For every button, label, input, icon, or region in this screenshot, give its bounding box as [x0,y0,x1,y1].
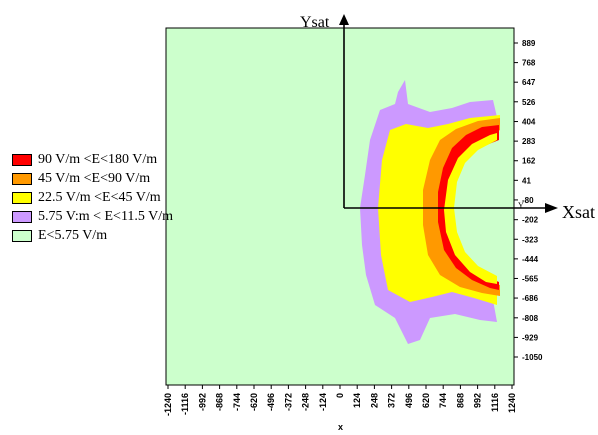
y-tick-label: -686 [522,294,539,303]
y-tick-label: 889 [522,39,536,48]
x-tick-label: 372 [387,393,397,408]
legend-item: 45 V/m <E<90 V/m [12,169,173,188]
x-tick-label: 124 [352,393,362,408]
legend-item: 5.75 V:m < E<11.5 V/m [12,207,173,226]
x-tick-label: 496 [404,393,414,408]
legend-item: 22.5 V/m <E<45 V/m [12,188,173,207]
x-tick-label: -992 [197,393,207,411]
legend-swatch [12,210,32,223]
x-tick-label: -248 [301,393,311,411]
y-tick-label: -323 [522,235,539,244]
x-tick-label: -124 [318,393,328,411]
ysat-arrow-head [339,14,349,25]
y-tick-label: -1050 [522,353,543,362]
legend-swatch [12,191,32,204]
y-tick-label: 526 [522,98,536,107]
y-ticks: 889 768 647 526 404 283 162 41 -80 -202 -323 -444 -5… [514,39,543,362]
legend-swatch [12,229,32,242]
x-tick-label: 1116 [490,393,500,412]
y-tick-label: 404 [522,118,536,127]
x-tick-label: 1240 [507,393,517,413]
x-tick-label: -868 [215,393,225,411]
legend-label: 45 V/m <E<90 V/m [38,170,151,186]
legend-label: E<5.75 V/m [38,227,108,243]
xsat-label: Xsat [562,202,595,222]
y-tick-label: -444 [522,255,539,264]
xsat-arrow-head [545,203,558,213]
x-tick-label: 868 [455,393,465,408]
x-axis-tag: Y [518,201,524,210]
ysat-label: Ysat [300,14,330,31]
x-ticks: -1240 -1116 -992 -868 -744 -620 -496 -372 -248 -1… [163,385,517,416]
legend-item: E<5.75 V/m [12,226,173,245]
sat-axes [339,14,558,213]
x-tick-label: 620 [421,393,431,408]
legend: 90 V/m <E<180 V/m 45 V/m <E<90 V/m 22.5 V/… [12,150,173,245]
y-tick-label: -202 [522,216,539,225]
y-tick-label: 768 [522,59,536,68]
x-tick-label: -620 [249,393,259,411]
x-tick-label: -1116 [180,393,190,415]
x-tick-label: -496 [266,393,276,411]
x-tick-label: -1240 [163,393,173,416]
y-tick-label: -80 [522,196,534,205]
y-tick-label: 647 [522,78,536,87]
y-tick-label: -565 [522,274,539,283]
legend-label: 90 V/m <E<180 V/m [38,151,158,167]
x-tick-label: -372 [283,393,293,411]
y-tick-label: 162 [522,157,536,166]
y-tick-label: 41 [522,176,531,185]
legend-swatch [12,153,32,166]
contour-band-orange [423,118,500,296]
y-tick-label: -808 [522,314,539,323]
x-tick-label: 992 [473,393,483,408]
y-tick-label: -929 [522,333,539,342]
field-contours [165,27,515,386]
y-tick-label: 283 [522,137,536,146]
contour-gap-yellow [444,133,497,284]
x-tick-label: 248 [369,393,379,408]
legend-label: 22.5 V/m <E<45 V/m [38,189,161,205]
legend-item: 90 V/m <E<180 V/m [12,150,173,169]
x-tick-label: 0 [335,393,345,398]
plot-background [166,28,514,385]
x-axis-title: x [338,422,344,432]
legend-swatch [12,172,32,185]
x-tick-label: -744 [232,393,242,411]
legend-label: 5.75 V:m < E<11.5 V/m [38,208,174,224]
x-tick-label: 744 [438,393,448,408]
